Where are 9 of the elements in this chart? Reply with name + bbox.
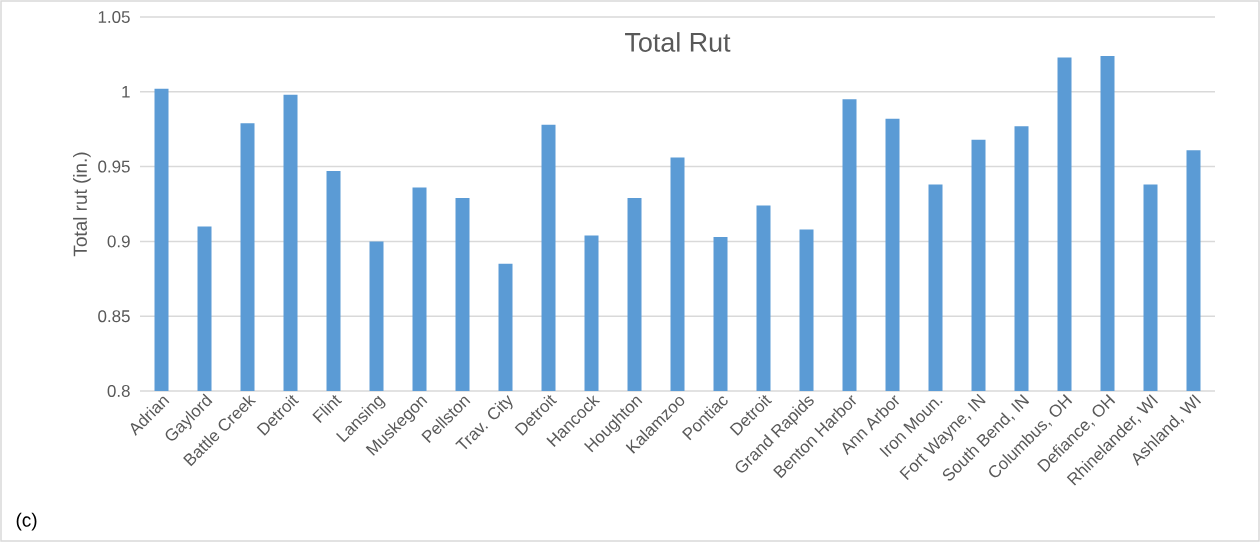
y-tick-label: 0.85 — [98, 310, 130, 323]
y-tick-label: 0.9 — [107, 235, 130, 248]
y-tick-label: 1.05 — [98, 10, 130, 23]
y-tick-label: 1 — [122, 85, 130, 98]
y-tick-label: 0.95 — [98, 160, 130, 173]
chart-title: Total Rut — [625, 32, 731, 52]
y-axis-title: Total rut (in.) — [73, 152, 91, 257]
text: (c) — [16, 512, 37, 531]
y-tick-label: 0.8 — [107, 384, 130, 397]
